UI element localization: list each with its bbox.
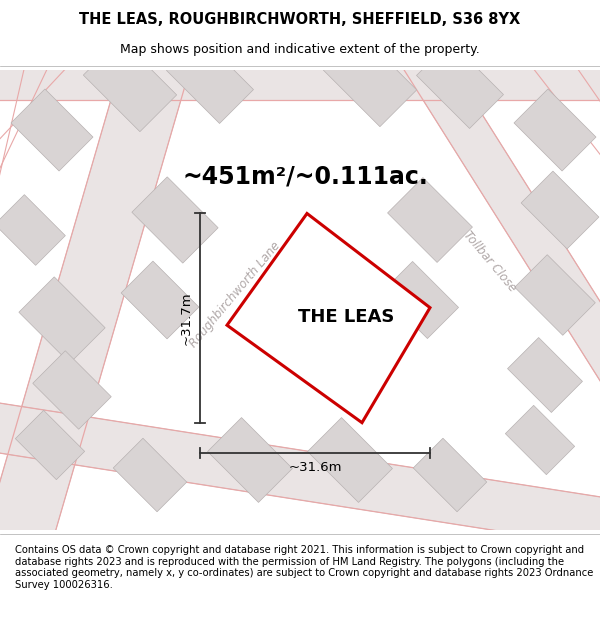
Polygon shape <box>0 0 210 550</box>
Polygon shape <box>508 338 583 412</box>
Polygon shape <box>11 89 93 171</box>
Polygon shape <box>416 41 503 129</box>
Polygon shape <box>19 277 105 363</box>
Polygon shape <box>514 89 596 171</box>
Polygon shape <box>308 418 392 502</box>
Polygon shape <box>208 418 292 502</box>
Polygon shape <box>505 406 575 474</box>
Polygon shape <box>0 50 600 100</box>
Polygon shape <box>323 33 416 127</box>
Polygon shape <box>0 400 600 550</box>
Polygon shape <box>413 438 487 512</box>
Polygon shape <box>16 411 85 479</box>
Text: Tollbar Close: Tollbar Close <box>461 229 519 294</box>
Text: THE LEAS, ROUGHBIRCHWORTH, SHEFFIELD, S36 8YX: THE LEAS, ROUGHBIRCHWORTH, SHEFFIELD, S3… <box>79 12 521 27</box>
Polygon shape <box>515 255 595 335</box>
Polygon shape <box>388 177 472 262</box>
Polygon shape <box>521 171 599 249</box>
Polygon shape <box>121 261 199 339</box>
Polygon shape <box>167 36 253 124</box>
Polygon shape <box>227 214 430 422</box>
Text: Roughbirchworth Lane: Roughbirchworth Lane <box>187 239 283 350</box>
Polygon shape <box>132 177 218 263</box>
Text: THE LEAS: THE LEAS <box>298 308 395 326</box>
Polygon shape <box>360 0 600 460</box>
Text: Contains OS data © Crown copyright and database right 2021. This information is : Contains OS data © Crown copyright and d… <box>15 545 593 590</box>
Text: ~451m²/~0.111ac.: ~451m²/~0.111ac. <box>182 164 428 188</box>
Text: ~31.6m: ~31.6m <box>288 461 342 474</box>
Text: ~31.7m: ~31.7m <box>179 291 193 345</box>
Polygon shape <box>382 261 458 339</box>
Polygon shape <box>0 194 65 266</box>
Polygon shape <box>83 38 176 132</box>
Text: Map shows position and indicative extent of the property.: Map shows position and indicative extent… <box>120 42 480 56</box>
Polygon shape <box>113 438 187 512</box>
Polygon shape <box>33 351 111 429</box>
